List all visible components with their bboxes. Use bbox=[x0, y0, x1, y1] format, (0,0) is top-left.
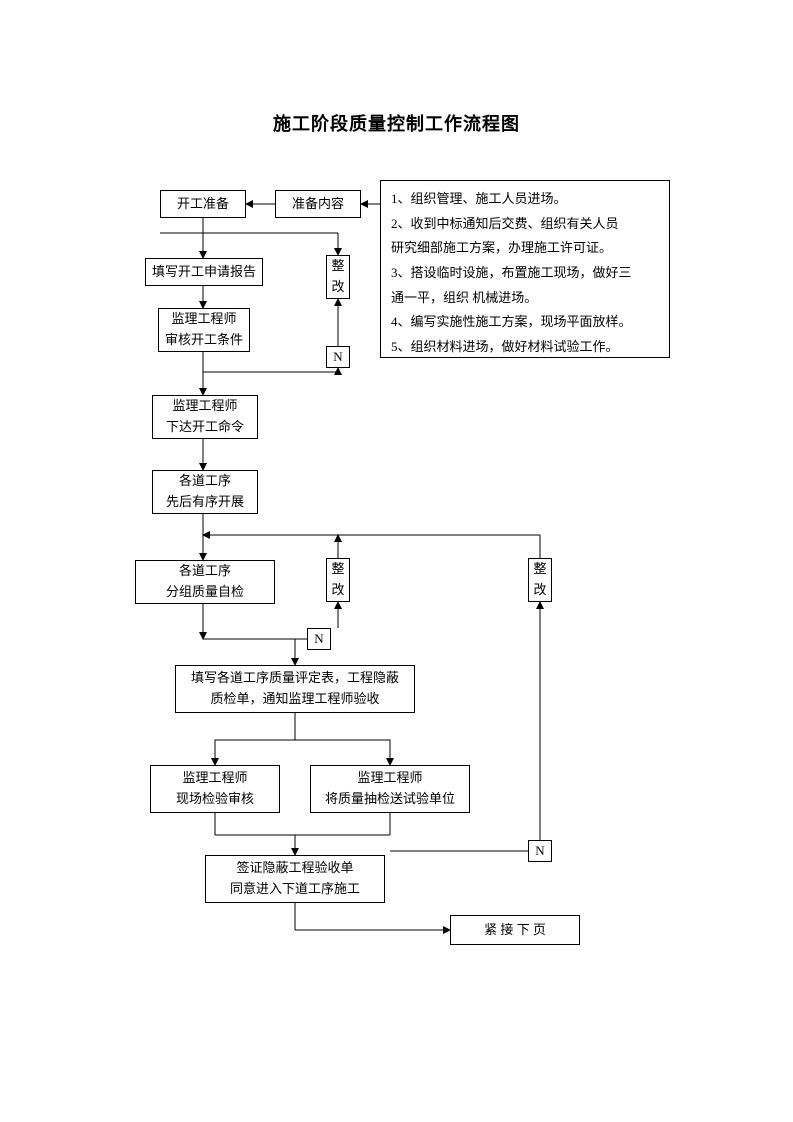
connectors-svg bbox=[0, 0, 793, 1122]
node-sign-off: 签证隐蔽工程验收单同意进入下道工序施工 bbox=[205, 855, 385, 903]
info-line: 2、收到中标通知后交费、组织有关人员 bbox=[391, 212, 659, 237]
node-supervisor-review: 监理工程师审核开工条件 bbox=[158, 308, 250, 352]
info-line: 3、搭设临时设施，布置施工现场，做好三 bbox=[391, 261, 659, 286]
node-rectify-1: 整改 bbox=[326, 255, 350, 299]
node-rectify-2: 整改 bbox=[326, 558, 350, 602]
label-n-3: N bbox=[528, 840, 552, 862]
info-line: 研究细部施工方案，办理施工许可证。 bbox=[391, 236, 659, 261]
node-procedures: 各道工序先后有序开展 bbox=[152, 470, 258, 514]
info-box: 1、组织管理、施工人员进场。 2、收到中标通知后交费、组织有关人员 研究细部施工… bbox=[380, 180, 670, 358]
node-onsite-review: 监理工程师现场检验审核 bbox=[150, 765, 280, 813]
node-self-check: 各道工序分组质量自检 bbox=[135, 560, 275, 604]
label-n-1: N bbox=[326, 346, 350, 368]
info-line: 1、组织管理、施工人员进场。 bbox=[391, 187, 659, 212]
node-start-prep: 开工准备 bbox=[160, 190, 246, 218]
info-line: 5、组织材料进场，做好材料试验工作。 bbox=[391, 335, 659, 360]
node-apply-report: 填写开工申请报告 bbox=[145, 258, 263, 286]
info-line: 4、编写实施性施工方案，现场平面放样。 bbox=[391, 310, 659, 335]
node-next-page: 紧 接 下 页 bbox=[450, 915, 580, 945]
page-title: 施工阶段质量控制工作流程图 bbox=[0, 110, 793, 136]
info-line: 通一平，组织 机械进场。 bbox=[391, 286, 659, 311]
node-rectify-3: 整改 bbox=[528, 558, 552, 602]
node-prep-content: 准备内容 bbox=[275, 190, 361, 218]
node-fill-forms: 填写各道工序质量评定表，工程隐蔽质检单，通知监理工程师验收 bbox=[175, 665, 415, 713]
label-n-2: N bbox=[307, 628, 331, 650]
node-start-order: 监理工程师下达开工命令 bbox=[152, 395, 258, 439]
node-lab-test: 监理工程师将质量抽检送试验单位 bbox=[310, 765, 470, 813]
